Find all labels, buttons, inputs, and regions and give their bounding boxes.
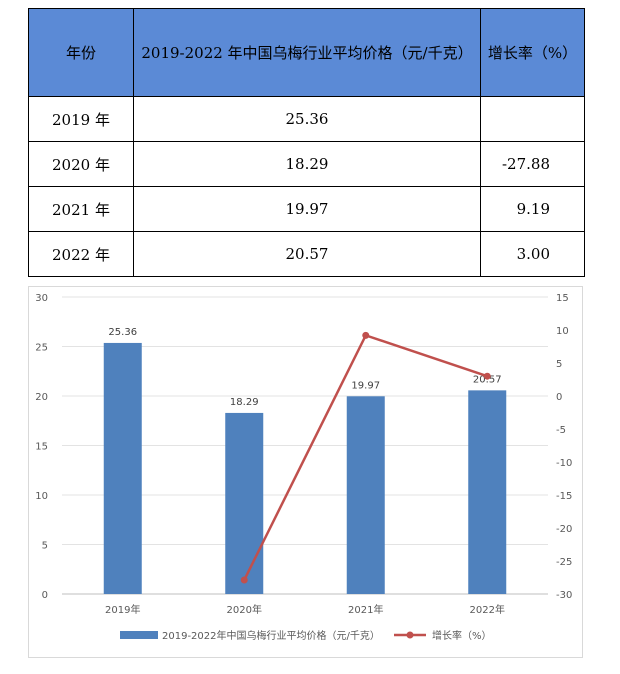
y-left-tick-label: 30: [35, 293, 48, 304]
y-right-tick-label: 0: [556, 392, 562, 403]
cell-year: 2022 年: [28, 231, 134, 277]
y-right-tick-label: -5: [556, 425, 566, 436]
legend-swatch-bar: [120, 631, 158, 639]
growth-point: [483, 372, 491, 380]
y-left-tick-label: 25: [35, 343, 48, 354]
x-tick-label: 2019年: [105, 603, 140, 616]
bar-data-label: 18.29: [230, 397, 259, 408]
cell-price: 20.57: [133, 231, 481, 277]
bar: [346, 396, 385, 594]
cell-growth: 3.00: [480, 231, 585, 277]
cell-price: 18.29: [133, 141, 481, 187]
growth-point: [240, 576, 248, 584]
y-left-tick-label: 10: [35, 491, 48, 502]
data-table: 年份 2019-2022 年中国乌梅行业平均价格（元/千克） 增长率（%） 20…: [28, 8, 585, 277]
header-year: 年份: [28, 8, 134, 97]
y-left-tick-label: 5: [42, 541, 48, 552]
cell-growth: [480, 96, 585, 142]
cell-year: 2021 年: [28, 186, 134, 232]
bar: [468, 390, 507, 594]
header-growth: 增长率（%）: [480, 8, 585, 97]
cell-price: 19.97: [133, 186, 481, 232]
y-right-tick-label: -15: [556, 491, 572, 502]
bar-data-label: 20.57: [473, 374, 502, 385]
cell-price: 25.36: [133, 96, 481, 142]
bar-data-label: 19.97: [351, 380, 380, 391]
x-tick-label: 2021年: [348, 603, 383, 616]
bar-data-label: 25.36: [108, 327, 137, 338]
x-tick-label: 2020年: [227, 603, 262, 616]
y-right-tick-label: -25: [556, 557, 572, 568]
combo-chart: 0 5 10 15 20 25 30 -30 -25 -20 -15 -10 -5 0 5 10 15 2019年…: [35, 293, 572, 642]
y-left-tick-label: 0: [42, 590, 48, 601]
legend-label-growth: 增长率（%）: [432, 629, 492, 642]
legend-label-price: 2019-2022年中国乌梅行业平均价格（元/千克）: [162, 629, 380, 642]
table-row: 2022 年 20.57 3.00: [28, 231, 585, 277]
table-row: 2021 年 19.97 9.19: [28, 186, 585, 232]
y-right-tick-label: -30: [556, 590, 572, 601]
x-tick-label: 2022年: [470, 603, 505, 616]
y-right-tick-label: -10: [556, 458, 572, 469]
header-price: 2019-2022 年中国乌梅行业平均价格（元/千克）: [133, 8, 481, 97]
cell-year: 2020 年: [28, 141, 134, 187]
legend-swatch-point: [406, 631, 414, 639]
cell-growth: 9.19: [480, 186, 585, 232]
table-row: 2020 年 18.29 -27.88: [28, 141, 585, 187]
table-row: 2019 年 25.36: [28, 96, 585, 142]
y-left-tick-label: 20: [35, 392, 48, 403]
cell-year: 2019 年: [28, 96, 134, 142]
y-right-tick-label: 5: [556, 359, 562, 370]
cell-growth: -27.88: [480, 141, 585, 187]
y-right-tick-label: 15: [556, 293, 569, 304]
growth-point: [362, 331, 370, 339]
y-left-tick-label: 15: [35, 442, 48, 453]
bar: [225, 412, 264, 594]
table-header-row: 年份 2019-2022 年中国乌梅行业平均价格（元/千克） 增长率（%）: [28, 8, 585, 97]
y-right-tick-label: 10: [556, 326, 569, 337]
y-right-tick-label: -20: [556, 524, 572, 535]
bar: [103, 342, 142, 594]
